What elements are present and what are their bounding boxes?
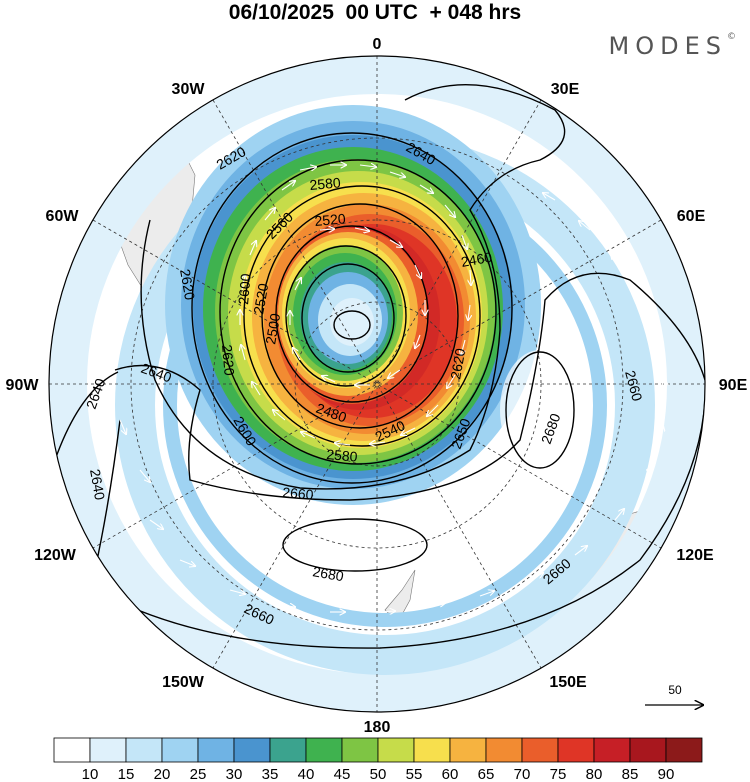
colorbar-tick-label: 55	[406, 766, 423, 782]
contour-label: 2600	[235, 273, 254, 306]
colorbar-tick-label: 40	[298, 766, 315, 782]
colorbar-tick-label: 85	[622, 766, 639, 782]
colorbar-tick-label: 70	[514, 766, 531, 782]
contour-line	[191, 132, 513, 484]
colorbar-swatch	[377, 737, 415, 763]
lon-label-60w: 60W	[46, 208, 80, 225]
contour-label: 2620	[219, 344, 238, 377]
colorbar-swatch	[233, 737, 271, 763]
colorbar-tick-label: 30	[226, 766, 243, 782]
colorbar-swatch	[665, 737, 703, 763]
contour-line	[333, 310, 371, 340]
colorbar-tick-label: 25	[190, 766, 207, 782]
contour-label: 2500	[262, 312, 283, 346]
colorbar-tick-label: 20	[154, 766, 171, 782]
colorbar-swatch	[269, 737, 307, 763]
colorbar-swatch	[341, 737, 379, 763]
contour-label: 2620	[177, 268, 198, 302]
contour-line	[285, 245, 407, 387]
colorbar-swatch	[557, 737, 595, 763]
map-disk-content	[49, 56, 705, 712]
colorbar-tick-label: 60	[442, 766, 459, 782]
colorbar-swatch	[521, 737, 559, 763]
contour-label: 2520	[314, 210, 347, 229]
colorbar-tick-label: 45	[334, 766, 351, 782]
colorbar-tick-label: 90	[658, 766, 675, 782]
colorbar-swatch	[413, 737, 451, 763]
contour-line	[114, 272, 705, 501]
contour-line	[219, 159, 497, 465]
contour-label: 2620	[447, 347, 468, 381]
contour-label: 2680	[311, 563, 345, 584]
wind-vectors	[119, 165, 665, 612]
colorbar-swatch	[485, 737, 523, 763]
colorbar-swatch	[449, 737, 487, 763]
wind-shading-vortex	[165, 105, 541, 505]
contour-label: 2660	[282, 484, 315, 503]
contour-line	[114, 399, 705, 649]
colorbar-swatch	[197, 737, 235, 763]
colorbar-tick-label: 10	[82, 766, 99, 782]
colorbar-tick-label: 75	[550, 766, 567, 782]
colorbar-tick-label: 50	[370, 766, 387, 782]
longitude-labels: 0 30E 60E 90E 120E 150E 180 150W 120W 90…	[6, 36, 748, 736]
brand-mark: ©	[727, 32, 736, 42]
brand-logo: MODES©	[609, 32, 736, 60]
contour-line	[94, 419, 121, 571]
lon-label-90e: 90E	[719, 377, 748, 394]
colorbar-tick-label: 15	[118, 766, 135, 782]
height-contours	[54, 84, 705, 649]
contour-label: 2640	[87, 468, 108, 502]
colorbar-swatch	[161, 737, 199, 763]
contour-line	[301, 263, 395, 373]
reference-vector: 50	[645, 683, 703, 705]
contour-label: 2580	[326, 446, 359, 465]
colorbar-tick-label: 35	[262, 766, 279, 782]
lon-label-0: 0	[373, 36, 382, 53]
lon-label-90w: 90W	[6, 377, 40, 394]
contour-line	[243, 185, 481, 447]
lon-label-180: 180	[364, 719, 391, 736]
colorbar-swatch	[125, 737, 163, 763]
brand-name: MODES	[608, 32, 727, 60]
contour-line	[54, 371, 119, 461]
lon-label-150w: 150W	[162, 674, 205, 691]
lon-label-150e: 150E	[549, 674, 587, 691]
colorbar-swatch	[305, 737, 343, 763]
colorbar-swatch	[629, 737, 667, 763]
colorbar-swatch	[89, 737, 127, 763]
colorbar: 10 15 20 25 30 35 40 45 50 55 60 65 70 75 80 85 90	[53, 737, 703, 782]
contour-line	[505, 351, 575, 469]
contour-line	[261, 203, 459, 429]
lon-label-60e: 60E	[677, 208, 706, 225]
lon-label-30w: 30W	[172, 81, 206, 98]
contour-label: 2580	[309, 174, 342, 193]
contour-line	[140, 84, 566, 490]
map-title: 06/10/2025 00 UTC + 048 hrs	[228, 1, 522, 24]
contour-label: 2520	[250, 282, 271, 316]
map-border	[48, 55, 706, 713]
graticule	[49, 56, 705, 712]
lon-label-120e: 120E	[676, 547, 714, 564]
colorbar-swatch	[53, 737, 91, 763]
contour-label: 2660	[622, 369, 646, 403]
reference-vector-label: 50	[668, 683, 682, 697]
colorbar-tick-label: 65	[478, 766, 495, 782]
lon-label-120w: 120W	[34, 547, 77, 564]
colorbar-swatch	[593, 737, 631, 763]
lon-label-30e: 30E	[551, 81, 580, 98]
contour-line	[282, 518, 428, 572]
contour-label: 2460	[460, 249, 494, 270]
colorbar-tick-label: 80	[586, 766, 603, 782]
